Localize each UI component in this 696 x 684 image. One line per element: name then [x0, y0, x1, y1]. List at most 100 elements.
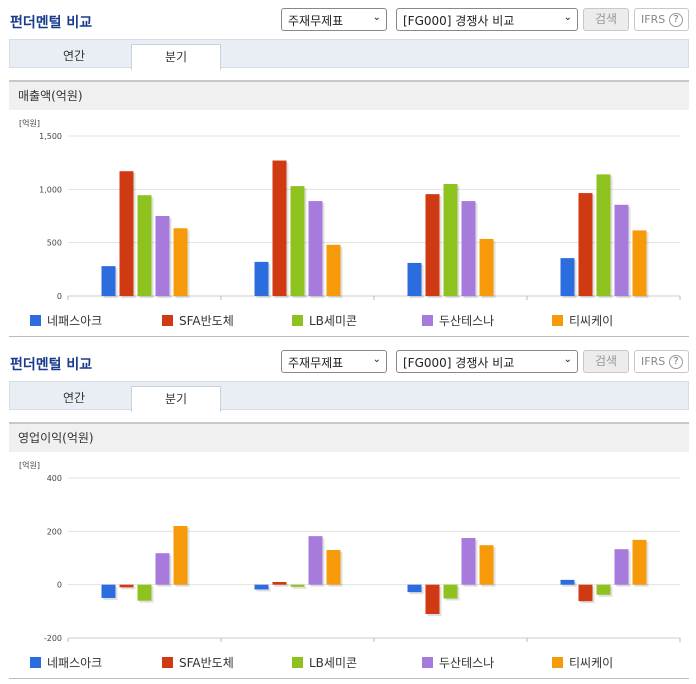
- legend-item[interactable]: 두산테스나: [422, 313, 494, 329]
- x-tick-label: 2023/06: [281, 643, 314, 644]
- legend-swatch: [552, 657, 563, 668]
- bar: [101, 266, 116, 296]
- bar: [614, 549, 629, 585]
- legend-swatch: [292, 657, 303, 668]
- statement-type-select[interactable]: 주재무제표 ⌄: [281, 350, 387, 373]
- bar: [254, 584, 269, 590]
- help-icon: ?: [669, 13, 683, 27]
- y-tick-label: 1,500: [39, 132, 62, 141]
- legend-swatch: [162, 315, 173, 326]
- bar: [137, 195, 152, 296]
- chevron-down-icon: ⌄: [372, 12, 381, 23]
- panel-divider: [9, 336, 689, 337]
- y-tick-label: 1,000: [39, 185, 62, 194]
- chevron-down-icon: ⌄: [563, 12, 572, 23]
- x-tick-label: 2023/12: [587, 643, 620, 644]
- legend-item[interactable]: SFA반도체: [162, 313, 234, 329]
- bar: [326, 550, 341, 585]
- legend-item[interactable]: SFA반도체: [162, 655, 234, 671]
- legend-swatch: [162, 657, 173, 668]
- bar: [173, 228, 188, 296]
- legend-item[interactable]: 네패스아크: [30, 313, 102, 329]
- bar: [137, 584, 152, 601]
- bar: [560, 579, 575, 585]
- legend-swatch: [30, 315, 41, 326]
- section-title: 영업이익(억원): [9, 422, 689, 452]
- legend-item[interactable]: LB세미콘: [292, 313, 357, 329]
- bar: [254, 261, 269, 296]
- bar: [614, 204, 629, 296]
- unit-label: [억원]: [19, 460, 40, 470]
- bar: [443, 184, 458, 296]
- ifrs-help-button[interactable]: IFRS ?: [634, 350, 689, 373]
- bar: [119, 584, 134, 588]
- legend-label: LB세미콘: [309, 314, 358, 328]
- statement-type-select[interactable]: 주재무제표 ⌄: [281, 8, 387, 31]
- legend-item[interactable]: 티씨케이: [552, 655, 613, 671]
- legend-label: 두산테스나: [439, 314, 495, 328]
- chart-legend: 네패스아크 SFA반도체 LB세미콘 두산테스나 티씨케이: [30, 313, 670, 329]
- period-tabs: 연간 분기: [9, 39, 689, 70]
- bar: [119, 171, 134, 296]
- bar: [578, 584, 593, 602]
- x-tick-label: 2023/09: [434, 643, 467, 644]
- bar: [596, 174, 611, 296]
- search-button[interactable]: 검색: [583, 350, 629, 373]
- bar: [308, 201, 323, 296]
- legend-label: LB세미콘: [309, 656, 358, 670]
- legend-label: 티씨케이: [569, 656, 614, 670]
- bar: [290, 584, 305, 587]
- bar: [461, 201, 476, 296]
- tab-quarterly[interactable]: 분기: [131, 386, 221, 412]
- bar: [290, 186, 305, 296]
- bar: [443, 584, 458, 599]
- bar-shadow: [121, 586, 136, 590]
- panel-title: 펀더멘털 비교: [10, 15, 93, 31]
- bar: [155, 553, 170, 585]
- bar: [479, 238, 494, 296]
- fundamental-panel-operating-profit: 펀더멘털 비교 주재무제표 ⌄ [FG000] 경쟁사 비교 ⌄ 검색 IFRS…: [0, 342, 696, 684]
- bar: [632, 230, 647, 296]
- revenue-chart-svg: [억원] 0 500 1,000 1,500 2023/03 2023/06 2023/09 2…: [19, 118, 681, 302]
- legend-item[interactable]: 네패스아크: [30, 655, 102, 671]
- legend-swatch: [292, 315, 303, 326]
- bar: [560, 258, 575, 296]
- bar: [461, 538, 476, 585]
- bar-shadow: [274, 584, 289, 587]
- unit-label: [억원]: [19, 118, 40, 128]
- revenue-chart: [억원] 0 500 1,000 1,500 2023/03 2023/06 2023/09 2…: [0, 112, 696, 302]
- chevron-down-icon: ⌄: [372, 354, 381, 365]
- bar: [173, 526, 188, 585]
- bar: [632, 539, 647, 585]
- legend-item[interactable]: 티씨케이: [552, 313, 613, 329]
- x-tick-label: 2023/06: [281, 301, 314, 302]
- bar: [407, 584, 422, 593]
- chevron-down-icon: ⌄: [563, 354, 572, 365]
- search-button[interactable]: 검색: [583, 8, 629, 31]
- bar: [479, 545, 494, 585]
- y-tick-label: -200: [44, 634, 62, 643]
- legend-item[interactable]: 두산테스나: [422, 655, 494, 671]
- legend-label: 네패스아크: [47, 314, 103, 328]
- legend-label: 두산테스나: [439, 656, 495, 670]
- legend-item[interactable]: LB세미콘: [292, 655, 357, 671]
- legend-swatch: [30, 657, 41, 668]
- x-tick-label: 2023/03: [128, 301, 161, 302]
- fundamental-panel-revenue: 펀더멘털 비교 주재무제표 ⌄ [FG000] 경쟁사 비교 ⌄ 검색 IFRS…: [0, 0, 696, 337]
- tab-annual[interactable]: 연간: [62, 391, 86, 405]
- panel-header: 펀더멘털 비교 주재무제표 ⌄ [FG000] 경쟁사 비교 ⌄ 검색 IFRS…: [0, 342, 696, 380]
- period-tabs: 연간 분기: [9, 381, 689, 412]
- compare-type-select[interactable]: [FG000] 경쟁사 비교 ⌄: [396, 350, 578, 373]
- ifrs-help-button[interactable]: IFRS ?: [634, 8, 689, 31]
- y-tick-label: 500: [47, 239, 62, 248]
- legend-swatch: [552, 315, 563, 326]
- bar: [272, 160, 287, 296]
- tab-quarterly[interactable]: 분기: [131, 44, 221, 70]
- legend-swatch: [422, 315, 433, 326]
- operating-profit-chart: [억원] -200 0 200 400 2023/03 2023/06 2023/09 2023…: [0, 454, 696, 644]
- compare-type-select[interactable]: [FG000] 경쟁사 비교 ⌄: [396, 8, 578, 31]
- legend-label: SFA반도체: [179, 314, 234, 328]
- panel-header: 펀더멘털 비교 주재무제표 ⌄ [FG000] 경쟁사 비교 ⌄ 검색 IFRS…: [0, 0, 696, 38]
- tab-annual[interactable]: 연간: [62, 49, 86, 63]
- y-tick-label: 400: [47, 474, 62, 483]
